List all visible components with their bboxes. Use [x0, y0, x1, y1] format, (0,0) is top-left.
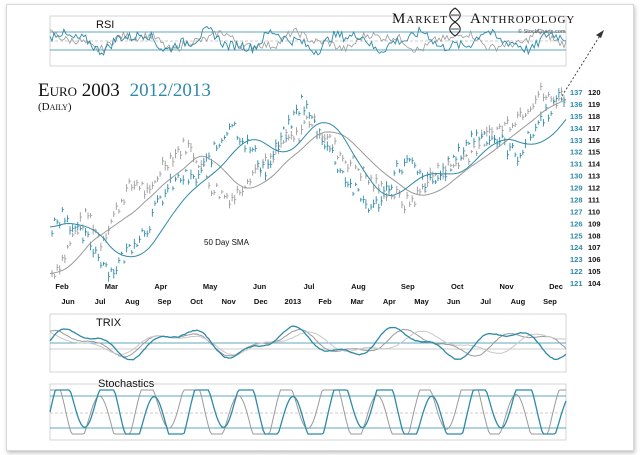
- y-right-tick: 108: [588, 231, 601, 240]
- y-right-tick: 110: [588, 207, 600, 216]
- main-panel: 50 Day SMA Feb Mar Apr May Jun Jul Aug Sep Oct No…: [49, 30, 604, 306]
- top-axis-label: Apr: [154, 282, 167, 291]
- y-right-tick: 118: [588, 112, 600, 121]
- sma-2012-line: [49, 119, 567, 258]
- top-axis-label: May: [203, 282, 218, 291]
- y-right-tick: 113: [588, 172, 600, 181]
- y-left-tick: 130: [570, 172, 583, 181]
- y-right-tick: 111: [588, 195, 600, 204]
- y-left-tick: 131: [570, 160, 583, 169]
- y-right-tick: 115: [588, 148, 600, 157]
- y-right-tick: 120: [588, 88, 601, 97]
- bottom-axis-label: Apr: [383, 297, 396, 306]
- y-left-tick: 127: [570, 207, 583, 216]
- top-axis-label: Feb: [55, 282, 69, 291]
- bottom-axis-label: May: [414, 297, 429, 306]
- y-right-tick: 119: [588, 100, 600, 109]
- sma-2003-line: [49, 99, 567, 274]
- bottom-axis-label: Feb: [318, 297, 332, 306]
- stochastics-panel: Stochastics: [49, 378, 567, 441]
- top-axis-label: Aug: [351, 282, 366, 291]
- chart-title: Euro 2003 2012/2013 (Daily): [38, 80, 211, 113]
- stochastics-label: Stochastics: [98, 378, 155, 390]
- y-right-tick: 105: [588, 267, 601, 276]
- right-axis: 120 119 118 117 116 115 114 113 112 111 110 109 108 1…: [588, 88, 601, 288]
- bottom-axis-label: Oct: [190, 297, 203, 306]
- top-axis-label: Mar: [105, 282, 118, 291]
- rsi-label: RSI: [96, 19, 114, 31]
- y-left-tick: 123: [570, 255, 583, 264]
- top-axis: Feb Mar Apr May Jun Jul Aug Sep Oct Nov Dec: [55, 282, 563, 291]
- y-left-tick: 125: [570, 231, 583, 240]
- y-right-tick: 106: [588, 255, 601, 264]
- bottom-axis-label: Jun: [447, 297, 461, 306]
- top-axis-label: Nov: [500, 282, 515, 291]
- sma-annotation: 50 Day SMA: [204, 238, 250, 247]
- dna-icon: [449, 7, 461, 37]
- svg-text:Euro 2003 2012/2013: Euro 2003 2012/2013: [38, 80, 211, 101]
- y-left-tick: 134: [570, 124, 583, 133]
- bottom-axis-label: Jul: [480, 297, 491, 306]
- y-left-tick: 121: [570, 279, 583, 288]
- brand: Market Anthropology © StockCharts.com: [392, 7, 575, 37]
- y-left-tick: 129: [570, 184, 583, 193]
- title-main: Euro 2003: [38, 80, 120, 101]
- trix-label: TRIX: [96, 317, 122, 329]
- rsi-panel: RSI: [49, 15, 567, 67]
- y-left-tick: 132: [570, 148, 583, 157]
- y-left-tick: 137: [570, 88, 583, 97]
- y-left-tick: 124: [570, 243, 583, 252]
- y-right-tick: 114: [588, 160, 601, 169]
- y-left-tick: 126: [570, 219, 583, 228]
- top-axis-label: Oct: [451, 282, 464, 291]
- chart-subtitle: (Daily): [38, 101, 72, 113]
- bottom-axis-label: Nov: [222, 297, 237, 306]
- top-axis-label: Jun: [253, 282, 267, 291]
- brand-word-anthropology: Anthropology: [470, 11, 575, 27]
- y-left-tick: 133: [570, 136, 583, 145]
- bottom-axis-label: 2013: [285, 297, 302, 306]
- y-right-tick: 117: [588, 124, 600, 133]
- y-left-tick: 135: [570, 112, 583, 121]
- top-axis-label: Dec: [549, 282, 563, 291]
- bottom-axis-label: Aug: [511, 297, 526, 306]
- bottom-axis-label: Mar: [351, 297, 364, 306]
- bottom-axis-label: Sep: [158, 297, 172, 306]
- y-left-tick: 136: [570, 100, 583, 109]
- y-right-tick: 109: [588, 219, 601, 228]
- y-left-tick: 122: [570, 267, 583, 276]
- bottom-axis-label: Jun: [61, 297, 75, 306]
- title-highlight: 2012/2013: [130, 80, 211, 101]
- price-bars: [51, 82, 566, 282]
- brand-word-market: Market: [392, 11, 448, 27]
- y-right-tick: 116: [588, 136, 600, 145]
- y-right-tick: 112: [588, 184, 600, 193]
- arrow-head-icon: [596, 30, 604, 38]
- trix-panel: TRIX: [49, 313, 567, 373]
- credit-text: © StockCharts.com: [518, 28, 566, 35]
- y-right-tick: 107: [588, 243, 601, 252]
- bottom-axis-label: Jul: [95, 297, 106, 306]
- left-axis: 137 136 135 134 133 132 131 130 129 128 127 126 125 1…: [570, 88, 583, 288]
- bottom-axis-label: Sep: [543, 297, 557, 306]
- top-axis-label: Sep: [401, 282, 415, 291]
- top-axis-label: Jul: [304, 282, 315, 291]
- projection-arrow: [561, 33, 602, 97]
- y-right-tick: 104: [588, 279, 601, 288]
- bottom-axis: Jun Jul Aug Sep Oct Nov Dec 2013 Feb Mar Apr May Jun…: [61, 297, 557, 306]
- y-left-tick: 128: [570, 195, 583, 204]
- bottom-axis-label: Aug: [125, 297, 140, 306]
- bottom-axis-label: Dec: [254, 297, 268, 306]
